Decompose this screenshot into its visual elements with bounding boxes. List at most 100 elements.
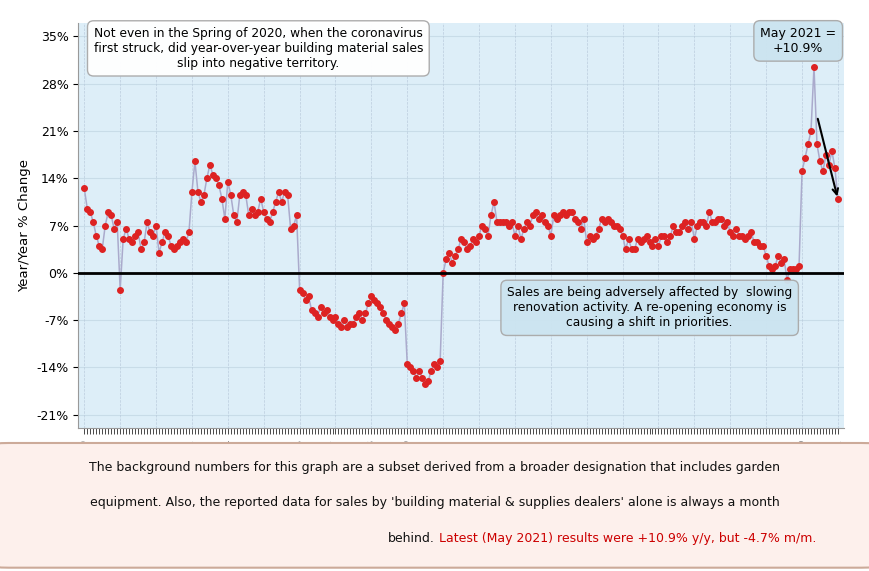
Point	[355, 316, 369, 325]
Point	[310, 312, 324, 321]
Point	[433, 356, 447, 365]
Point	[146, 231, 160, 240]
Point	[468, 238, 482, 247]
Point	[466, 235, 480, 244]
Point	[483, 211, 497, 220]
Point	[209, 174, 222, 183]
Point	[794, 167, 808, 176]
Point	[196, 191, 210, 200]
Point	[116, 235, 130, 244]
Point	[487, 198, 501, 207]
Point	[788, 265, 802, 274]
Point	[188, 157, 202, 166]
Point	[680, 224, 694, 234]
Point	[510, 221, 524, 230]
Point	[824, 147, 838, 156]
Point	[194, 198, 208, 207]
Point	[334, 322, 348, 331]
Point	[77, 184, 91, 193]
Point	[349, 312, 363, 321]
Point	[304, 305, 318, 315]
Point	[633, 238, 647, 247]
Point	[759, 251, 773, 260]
Point	[830, 195, 844, 204]
Point	[352, 309, 366, 318]
Point	[552, 211, 566, 220]
Point	[549, 214, 563, 223]
Point	[250, 207, 264, 216]
Point	[516, 224, 530, 234]
Point	[90, 231, 103, 240]
Point	[337, 316, 351, 325]
Point	[400, 360, 414, 369]
Point	[283, 224, 297, 234]
Point	[439, 255, 453, 264]
Point	[262, 218, 276, 227]
Point	[152, 248, 166, 257]
Point	[493, 218, 507, 227]
Point	[711, 214, 725, 223]
Point	[576, 214, 590, 223]
Point	[331, 319, 345, 328]
Point	[525, 211, 539, 220]
Point	[630, 235, 644, 244]
Point	[620, 235, 634, 244]
Point	[128, 231, 142, 240]
Point	[242, 211, 255, 220]
Point	[809, 140, 823, 149]
Point	[215, 194, 229, 203]
Point	[238, 191, 253, 200]
Point	[537, 218, 551, 227]
Point	[597, 218, 611, 227]
Point	[657, 231, 671, 240]
Point	[254, 194, 268, 203]
Point	[690, 221, 704, 230]
Point	[734, 231, 748, 240]
Point	[701, 207, 715, 216]
Point	[155, 238, 169, 247]
Point	[379, 316, 393, 325]
Point	[717, 221, 731, 230]
Point	[726, 231, 740, 240]
Point	[110, 218, 124, 227]
Point	[699, 221, 713, 230]
Point	[481, 231, 494, 240]
Point	[388, 325, 401, 335]
Point	[83, 207, 97, 216]
Text: behind.: behind.	[388, 532, 434, 545]
Point	[574, 224, 587, 234]
Point	[462, 242, 476, 251]
Point	[588, 231, 602, 240]
Point	[522, 221, 536, 230]
Point	[104, 211, 118, 220]
Text: Sales are being adversely affected by  slowing
renovation activity. A re-opening: Sales are being adversely affected by sl…	[507, 286, 792, 329]
Point	[803, 126, 817, 135]
Point	[514, 235, 527, 244]
Point	[244, 204, 258, 213]
Point	[107, 224, 121, 234]
Point	[319, 305, 333, 315]
Point	[394, 309, 408, 318]
Point	[412, 366, 426, 375]
Point	[286, 221, 301, 230]
Point	[298, 295, 312, 304]
Point	[101, 207, 115, 216]
Point	[430, 363, 444, 372]
Point	[693, 218, 706, 227]
Point	[223, 191, 237, 200]
Point	[666, 221, 680, 230]
Point	[606, 221, 620, 230]
Point	[302, 292, 315, 301]
Point	[340, 322, 354, 331]
Point	[376, 309, 390, 318]
Point	[746, 238, 760, 247]
Point	[265, 207, 279, 216]
Point	[289, 211, 303, 220]
Point	[295, 288, 309, 297]
Point	[275, 198, 289, 207]
Point	[765, 265, 779, 274]
Point	[653, 231, 667, 240]
Point	[179, 238, 193, 247]
Point	[472, 231, 486, 240]
Point	[743, 228, 757, 237]
